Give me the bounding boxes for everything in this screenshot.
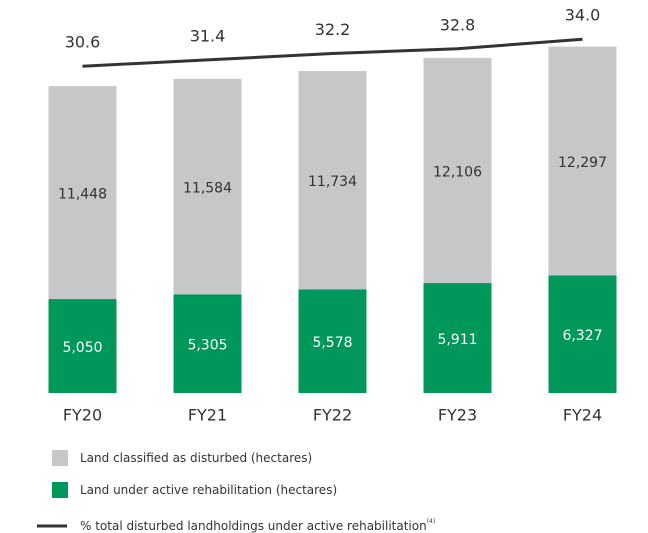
- legend-label: Land classified as disturbed (hectares): [80, 451, 312, 465]
- bar-segment: [548, 275, 617, 393]
- legend-swatch: [52, 482, 68, 498]
- legend-label: Land under active rehabilitation (hectar…: [80, 483, 337, 497]
- legend-text: % total disturbed landholdings under act…: [80, 519, 427, 533]
- line: [82, 37, 583, 68]
- x-tick-label: FY24: [563, 406, 602, 425]
- bar-value-label: 11,448: [58, 187, 107, 203]
- legend-footnote: (4): [427, 518, 436, 525]
- line-value-label: 31.4: [190, 26, 226, 45]
- legend-text: Land classified as disturbed (hectares): [80, 451, 312, 465]
- bar-value-label: 12,297: [558, 155, 607, 171]
- bar-segment: [298, 70, 367, 290]
- legend-swatch: [52, 450, 68, 466]
- line-value-label: 32.8: [440, 15, 476, 34]
- bar-value-label: 11,584: [183, 181, 232, 197]
- bar-segment: [423, 283, 492, 393]
- bar-segment: [48, 86, 117, 300]
- x-tick-label: FY21: [188, 406, 227, 425]
- x-tick-label: FY22: [313, 406, 352, 425]
- bar-segment: [548, 46, 617, 276]
- bar-segment: [48, 299, 117, 393]
- bar-value-label: 5,578: [312, 335, 352, 351]
- bar-value-label: 11,734: [308, 174, 357, 190]
- bar-segment: [423, 57, 492, 284]
- bar-value-label: 6,327: [562, 328, 602, 344]
- legend-label: % total disturbed landholdings under act…: [80, 518, 435, 533]
- line-value-label: 30.6: [65, 33, 101, 52]
- line-value-label: 32.2: [315, 20, 351, 39]
- x-tick-label: FY23: [438, 406, 477, 425]
- bar-segment: [173, 294, 242, 393]
- bar-segment: [173, 78, 242, 295]
- bar-value-label: 5,050: [62, 340, 102, 356]
- x-tick-label: FY20: [63, 406, 102, 425]
- bar-segment: [298, 289, 367, 393]
- legend-text: Land under active rehabilitation (hectar…: [80, 483, 337, 497]
- bar-value-label: 5,305: [187, 338, 227, 354]
- line-value-label: 34.0: [565, 6, 601, 25]
- bar-value-label: 12,106: [433, 164, 482, 180]
- bar-value-label: 5,911: [437, 332, 477, 348]
